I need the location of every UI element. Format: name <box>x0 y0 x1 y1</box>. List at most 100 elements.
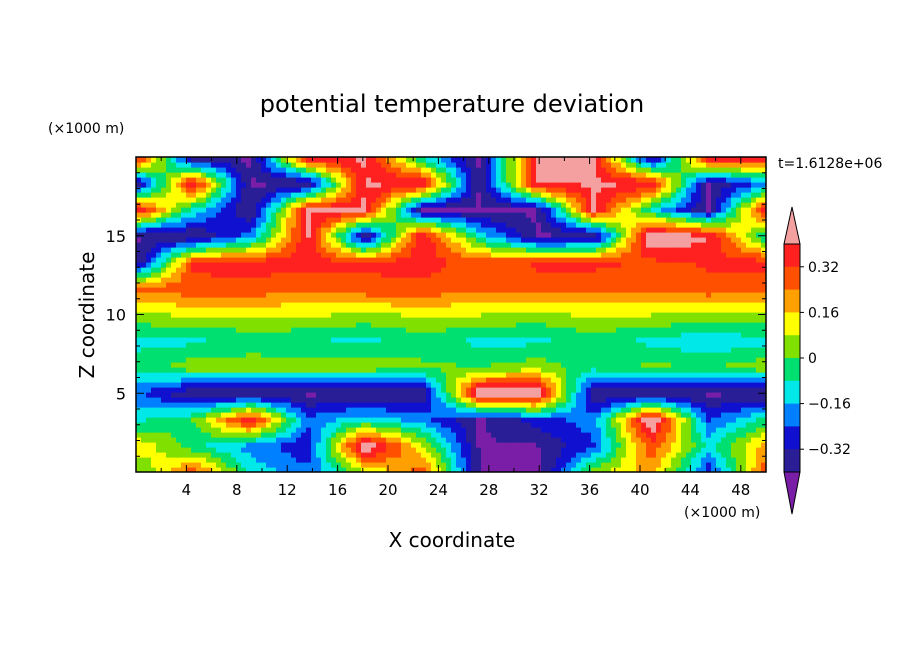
field-cell <box>566 302 572 308</box>
field-cell <box>511 392 517 398</box>
field-cell <box>441 392 447 398</box>
field-cell <box>276 382 282 388</box>
field-cell <box>576 422 582 428</box>
field-cell <box>471 297 477 303</box>
field-cell <box>441 347 447 353</box>
field-cell <box>166 462 172 468</box>
field-cell <box>441 282 447 288</box>
field-cell <box>571 467 577 472</box>
field-cell <box>276 372 282 378</box>
field-cell <box>236 342 242 348</box>
field-cell <box>596 367 602 373</box>
field-cell <box>251 332 257 338</box>
field-cell <box>306 377 312 383</box>
field-cell <box>261 407 267 413</box>
field-cell <box>491 447 497 453</box>
field-cell <box>686 287 692 293</box>
y-unit-label: (×1000 m) <box>48 121 124 137</box>
field-cell <box>646 372 652 378</box>
field-cell <box>616 347 622 353</box>
field-cell <box>301 402 307 408</box>
field-cell <box>356 382 362 388</box>
field-cell <box>336 417 342 423</box>
field-cell <box>696 332 702 338</box>
field-cell <box>176 442 182 448</box>
field-cell <box>706 382 712 388</box>
field-cell <box>316 462 322 468</box>
field-cell <box>701 337 707 343</box>
field-cell <box>716 277 722 283</box>
field-cell <box>581 377 587 383</box>
field-cell <box>696 297 702 303</box>
field-cell <box>751 282 757 288</box>
field-cell <box>211 427 217 433</box>
field-cell <box>551 322 557 328</box>
field-cell <box>151 412 157 418</box>
field-cell <box>561 322 567 328</box>
field-cell <box>216 332 222 338</box>
field-cell <box>241 292 247 298</box>
field-cell <box>266 307 272 313</box>
field-cell <box>666 397 672 403</box>
field-cell <box>211 447 217 453</box>
field-cell <box>696 352 702 358</box>
field-cell <box>136 402 142 408</box>
field-cell <box>581 292 587 298</box>
field-cell <box>401 387 407 393</box>
field-cell <box>706 287 712 293</box>
field-cell <box>361 432 367 438</box>
field-cell <box>551 397 557 403</box>
field-cell <box>321 402 327 408</box>
field-cell <box>491 272 497 278</box>
field-cell <box>631 462 637 468</box>
field-cell <box>206 362 212 368</box>
field-cell <box>266 442 272 448</box>
field-cell <box>276 397 282 403</box>
field-cell <box>441 442 447 448</box>
field-cell <box>501 342 507 348</box>
field-cell <box>666 337 672 343</box>
field-cell <box>391 337 397 343</box>
field-cell <box>196 397 202 403</box>
field-cell <box>561 377 567 383</box>
field-cell <box>201 407 207 413</box>
field-cell <box>251 457 257 463</box>
field-cell <box>426 442 432 448</box>
field-cell <box>226 352 232 358</box>
field-cell <box>321 372 327 378</box>
field-cell <box>216 382 222 388</box>
field-cell <box>546 277 552 283</box>
field-cell <box>706 407 712 413</box>
field-cell <box>636 372 642 378</box>
field-cell <box>376 442 382 448</box>
field-cell <box>421 382 427 388</box>
field-cell <box>601 412 607 418</box>
field-cell <box>246 282 252 288</box>
field-cell <box>701 282 707 288</box>
field-cell <box>146 442 152 448</box>
field-cell <box>211 437 217 443</box>
field-cell <box>531 307 537 313</box>
field-cell <box>471 382 477 388</box>
field-cell <box>481 452 487 458</box>
field-cell <box>591 467 597 472</box>
field-cell <box>646 367 652 373</box>
field-cell <box>411 277 417 283</box>
field-cell <box>606 447 612 453</box>
field-cell <box>366 427 372 433</box>
field-cell <box>216 347 222 353</box>
field-cell <box>231 402 237 408</box>
field-cell <box>221 387 227 393</box>
field-cell <box>661 457 667 463</box>
field-cell <box>626 447 632 453</box>
field-cell <box>241 432 247 438</box>
field-cell <box>721 332 727 338</box>
field-cell <box>356 392 362 398</box>
field-cell <box>671 297 677 303</box>
field-cell <box>256 462 262 468</box>
field-cell <box>366 437 372 443</box>
field-cell <box>251 337 257 343</box>
field-cell <box>576 397 582 403</box>
field-cell <box>406 367 412 373</box>
